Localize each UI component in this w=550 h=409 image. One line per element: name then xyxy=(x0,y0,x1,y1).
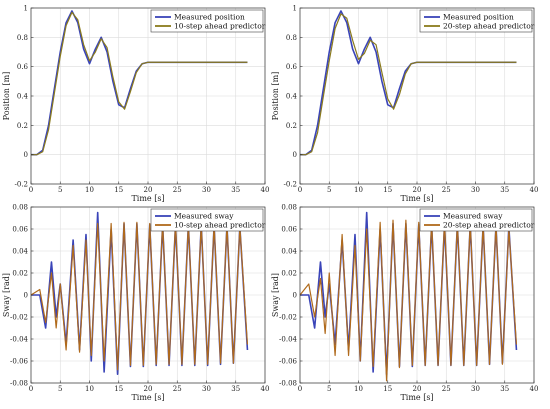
x-tick-label: 5 xyxy=(58,385,62,393)
x-tick-label: 10 xyxy=(354,186,363,194)
y-tick-label: -0.2 xyxy=(284,181,298,189)
x-axis-label: Time [s] xyxy=(400,393,433,402)
y-tick-label: 0 xyxy=(293,292,297,300)
x-tick-label: 10 xyxy=(85,385,94,393)
y-tick-label: 0.6 xyxy=(17,63,29,71)
y-tick-label: 0 xyxy=(24,292,28,300)
x-tick-label: 15 xyxy=(383,385,392,393)
x-tick-label: 35 xyxy=(500,385,509,393)
legend-box xyxy=(419,9,533,33)
y-tick-label: -0.04 xyxy=(10,336,28,344)
x-tick-label: 5 xyxy=(58,186,62,194)
y-axis-label: Position [m] xyxy=(2,72,11,121)
y-tick-label: 0.4 xyxy=(286,93,298,101)
x-tick-label: 20 xyxy=(413,385,422,393)
x-tick-label: 30 xyxy=(471,385,480,393)
x-tick-label: 5 xyxy=(327,385,331,393)
series-line-predictor xyxy=(31,11,248,156)
x-tick-label: 40 xyxy=(530,385,539,393)
x-tick-label: 30 xyxy=(202,385,211,393)
y-tick-label: 0 xyxy=(24,151,28,159)
legend-label: 10-step ahead predictor xyxy=(174,221,266,230)
x-tick-label: 15 xyxy=(114,186,123,194)
y-tick-label: -0.06 xyxy=(279,358,297,366)
y-tick-label: 0.06 xyxy=(12,226,28,234)
y-tick-label: 0.2 xyxy=(286,122,297,130)
x-tick-label: 40 xyxy=(261,186,270,194)
x-axis-label: Time [s] xyxy=(131,393,164,402)
x-tick-label: 0 xyxy=(298,186,302,194)
x-tick-label: 40 xyxy=(530,186,539,194)
x-tick-label: 20 xyxy=(144,186,153,194)
y-tick-label: 0.02 xyxy=(281,270,297,278)
y-tick-label: 0.04 xyxy=(12,248,28,256)
y-tick-label: 1 xyxy=(293,5,297,13)
x-tick-label: 40 xyxy=(261,385,270,393)
x-tick-label: 0 xyxy=(29,385,33,393)
x-tick-label: 25 xyxy=(173,385,182,393)
x-tick-label: 5 xyxy=(327,186,331,194)
legend-label: 20-step ahead predictor xyxy=(443,221,535,230)
x-tick-label: 30 xyxy=(202,186,211,194)
x-tick-label: 20 xyxy=(144,385,153,393)
x-tick-label: 35 xyxy=(231,186,240,194)
series-line-predictor xyxy=(30,221,249,371)
x-tick-label: 25 xyxy=(173,186,182,194)
x-tick-label: 15 xyxy=(383,186,392,194)
x-tick-label: 15 xyxy=(114,385,123,393)
y-tick-label: 0.06 xyxy=(281,226,297,234)
legend-label: 20-step ahead predictor xyxy=(443,22,535,31)
y-tick-label: 0.02 xyxy=(12,270,28,278)
legend-box xyxy=(419,208,533,232)
x-tick-label: 30 xyxy=(471,186,480,194)
x-tick-label: 35 xyxy=(231,385,240,393)
y-tick-label: -0.2 xyxy=(15,181,29,189)
y-tick-label: 0.6 xyxy=(286,63,298,71)
series-line-predictor xyxy=(299,219,518,382)
y-tick-label: 0.8 xyxy=(286,34,297,42)
legend-label: 10-step ahead predictor xyxy=(174,22,266,31)
y-tick-label: 0 xyxy=(293,151,297,159)
y-tick-label: 0.08 xyxy=(281,204,297,212)
x-tick-label: 0 xyxy=(298,385,302,393)
panel-bottom-left-sway-10-step: 0 5 10 15 20 25 30 35 40 -0.08 -0.06 -0.04 -0.02 0 0.0… xyxy=(2,204,269,403)
x-tick-label: 35 xyxy=(500,186,509,194)
legend-label: Measured position xyxy=(174,13,245,22)
x-tick-label: 25 xyxy=(442,385,451,393)
y-tick-label: -0.08 xyxy=(279,380,297,388)
y-axis-label: Position [m] xyxy=(271,72,280,121)
y-tick-label: -0.02 xyxy=(279,314,297,322)
y-tick-label: 0.2 xyxy=(17,122,28,130)
legend-label: Measured sway xyxy=(443,212,503,221)
x-tick-label: 25 xyxy=(442,186,451,194)
x-tick-label: 10 xyxy=(85,186,94,194)
x-axis-label: Time [s] xyxy=(131,194,164,203)
y-tick-label: 0.04 xyxy=(281,248,297,256)
series-line-predictor xyxy=(300,13,517,156)
panel-bottom-right-sway-20-step: 0 5 10 15 20 25 30 35 40 -0.08 -0.06 -0.04 -0.02 0 0.0… xyxy=(271,204,538,403)
legend-box xyxy=(150,9,264,33)
legend-box xyxy=(150,208,264,232)
x-tick-label: 20 xyxy=(413,186,422,194)
y-tick-label: -0.06 xyxy=(10,358,28,366)
legend-label: Measured sway xyxy=(174,212,234,221)
y-tick-label: -0.02 xyxy=(10,314,28,322)
y-tick-label: 0.8 xyxy=(17,34,28,42)
y-axis-label: Sway [rad] xyxy=(2,273,11,317)
x-axis-label: Time [s] xyxy=(400,194,433,203)
y-axis-label: Sway [rad] xyxy=(271,273,280,317)
legend-label: Measured position xyxy=(443,13,514,22)
y-tick-label: 0.4 xyxy=(17,93,29,101)
y-tick-label: -0.04 xyxy=(279,336,297,344)
y-tick-label: 1 xyxy=(24,5,28,13)
x-tick-label: 10 xyxy=(354,385,363,393)
y-tick-label: 0.08 xyxy=(12,204,28,212)
y-tick-label: -0.08 xyxy=(10,380,28,388)
x-tick-label: 0 xyxy=(29,186,33,194)
